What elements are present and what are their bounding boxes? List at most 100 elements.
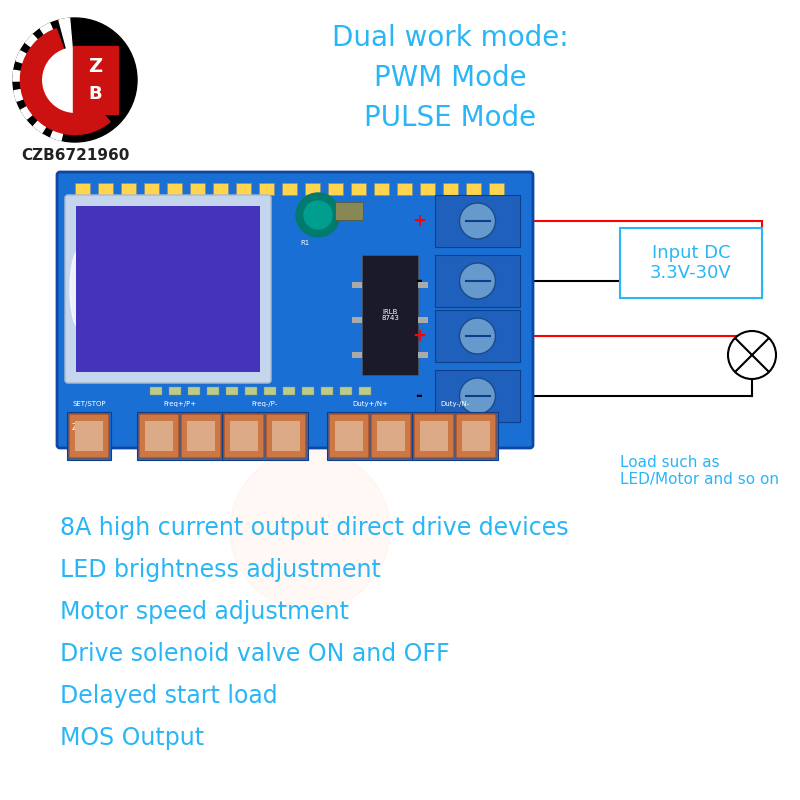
FancyBboxPatch shape xyxy=(145,421,173,451)
FancyBboxPatch shape xyxy=(435,195,520,247)
Text: R1: R1 xyxy=(300,240,310,246)
FancyBboxPatch shape xyxy=(266,414,306,458)
Text: Load such as
LED/Motor and so on: Load such as LED/Motor and so on xyxy=(620,455,779,487)
Text: LED brightness adjustment: LED brightness adjustment xyxy=(60,558,381,582)
FancyBboxPatch shape xyxy=(230,421,258,451)
Text: +: + xyxy=(412,212,426,230)
Text: CZB6721960: CZB6721960 xyxy=(21,147,129,162)
FancyBboxPatch shape xyxy=(418,282,428,288)
FancyBboxPatch shape xyxy=(264,387,276,395)
FancyBboxPatch shape xyxy=(190,183,205,195)
FancyBboxPatch shape xyxy=(305,183,320,195)
FancyBboxPatch shape xyxy=(121,183,136,195)
FancyBboxPatch shape xyxy=(418,352,428,358)
FancyBboxPatch shape xyxy=(435,370,520,422)
Text: Delayed start load: Delayed start load xyxy=(60,684,278,708)
Circle shape xyxy=(459,203,495,239)
FancyBboxPatch shape xyxy=(397,183,412,195)
Wedge shape xyxy=(59,18,75,80)
FancyBboxPatch shape xyxy=(435,310,520,362)
FancyBboxPatch shape xyxy=(76,206,260,372)
FancyBboxPatch shape xyxy=(420,421,448,451)
Text: Motor speed adjustment: Motor speed adjustment xyxy=(60,600,349,624)
Text: IRLB
8743: IRLB 8743 xyxy=(381,309,399,322)
Text: -: - xyxy=(415,387,422,405)
FancyBboxPatch shape xyxy=(73,46,118,114)
Wedge shape xyxy=(21,29,110,134)
Text: Duty-/N-: Duty-/N- xyxy=(441,401,470,407)
Text: Duty+/N+: Duty+/N+ xyxy=(352,401,388,407)
Circle shape xyxy=(13,18,137,142)
FancyBboxPatch shape xyxy=(532,408,620,444)
FancyBboxPatch shape xyxy=(283,387,295,395)
Wedge shape xyxy=(50,80,75,141)
FancyBboxPatch shape xyxy=(362,255,418,375)
FancyBboxPatch shape xyxy=(351,183,366,195)
FancyBboxPatch shape xyxy=(352,352,362,358)
Wedge shape xyxy=(42,48,102,112)
FancyBboxPatch shape xyxy=(352,282,362,288)
FancyBboxPatch shape xyxy=(352,317,362,323)
Text: 8A high current output direct drive devices: 8A high current output direct drive devi… xyxy=(60,516,569,540)
FancyBboxPatch shape xyxy=(414,414,454,458)
FancyBboxPatch shape xyxy=(302,387,314,395)
FancyBboxPatch shape xyxy=(418,317,428,323)
FancyBboxPatch shape xyxy=(75,421,103,451)
Circle shape xyxy=(459,378,495,414)
FancyBboxPatch shape xyxy=(65,195,271,383)
FancyBboxPatch shape xyxy=(420,183,435,195)
FancyBboxPatch shape xyxy=(412,412,498,460)
FancyBboxPatch shape xyxy=(340,387,352,395)
FancyBboxPatch shape xyxy=(213,183,228,195)
Circle shape xyxy=(304,201,332,229)
FancyBboxPatch shape xyxy=(207,387,219,395)
FancyBboxPatch shape xyxy=(150,387,162,395)
FancyBboxPatch shape xyxy=(57,172,533,448)
FancyBboxPatch shape xyxy=(169,387,181,395)
FancyBboxPatch shape xyxy=(435,255,520,307)
FancyBboxPatch shape xyxy=(139,414,179,458)
FancyBboxPatch shape xyxy=(443,183,458,195)
FancyBboxPatch shape xyxy=(226,387,238,395)
FancyBboxPatch shape xyxy=(144,183,159,195)
FancyBboxPatch shape xyxy=(259,183,274,195)
FancyBboxPatch shape xyxy=(456,414,496,458)
FancyBboxPatch shape xyxy=(489,183,504,195)
FancyBboxPatch shape xyxy=(236,183,251,195)
FancyBboxPatch shape xyxy=(335,421,363,451)
Ellipse shape xyxy=(70,249,90,329)
FancyBboxPatch shape xyxy=(462,421,490,451)
Wedge shape xyxy=(40,23,75,80)
FancyBboxPatch shape xyxy=(327,412,413,460)
FancyBboxPatch shape xyxy=(167,183,182,195)
FancyBboxPatch shape xyxy=(69,414,109,458)
FancyBboxPatch shape xyxy=(224,414,264,458)
FancyBboxPatch shape xyxy=(335,202,363,220)
Circle shape xyxy=(296,193,340,237)
FancyBboxPatch shape xyxy=(67,412,111,460)
Circle shape xyxy=(459,263,495,299)
FancyBboxPatch shape xyxy=(98,183,113,195)
FancyBboxPatch shape xyxy=(272,421,300,451)
FancyBboxPatch shape xyxy=(371,414,411,458)
Wedge shape xyxy=(14,80,75,102)
Text: B: B xyxy=(89,85,102,102)
FancyBboxPatch shape xyxy=(532,227,620,299)
FancyBboxPatch shape xyxy=(222,412,308,460)
Text: PWM Mode: PWM Mode xyxy=(374,64,526,92)
Text: Freq+/P+: Freq+/P+ xyxy=(163,401,197,407)
FancyBboxPatch shape xyxy=(329,414,369,458)
FancyBboxPatch shape xyxy=(377,421,405,451)
FancyBboxPatch shape xyxy=(181,414,221,458)
Text: +: + xyxy=(412,327,426,345)
Text: PULSE Mode: PULSE Mode xyxy=(364,104,536,132)
Circle shape xyxy=(728,331,776,379)
FancyBboxPatch shape xyxy=(282,183,297,195)
FancyBboxPatch shape xyxy=(359,387,371,395)
FancyBboxPatch shape xyxy=(188,387,200,395)
Wedge shape xyxy=(34,80,75,133)
Text: Dual work mode:: Dual work mode: xyxy=(332,24,568,52)
FancyBboxPatch shape xyxy=(374,183,389,195)
FancyBboxPatch shape xyxy=(466,183,481,195)
Wedge shape xyxy=(26,34,75,80)
